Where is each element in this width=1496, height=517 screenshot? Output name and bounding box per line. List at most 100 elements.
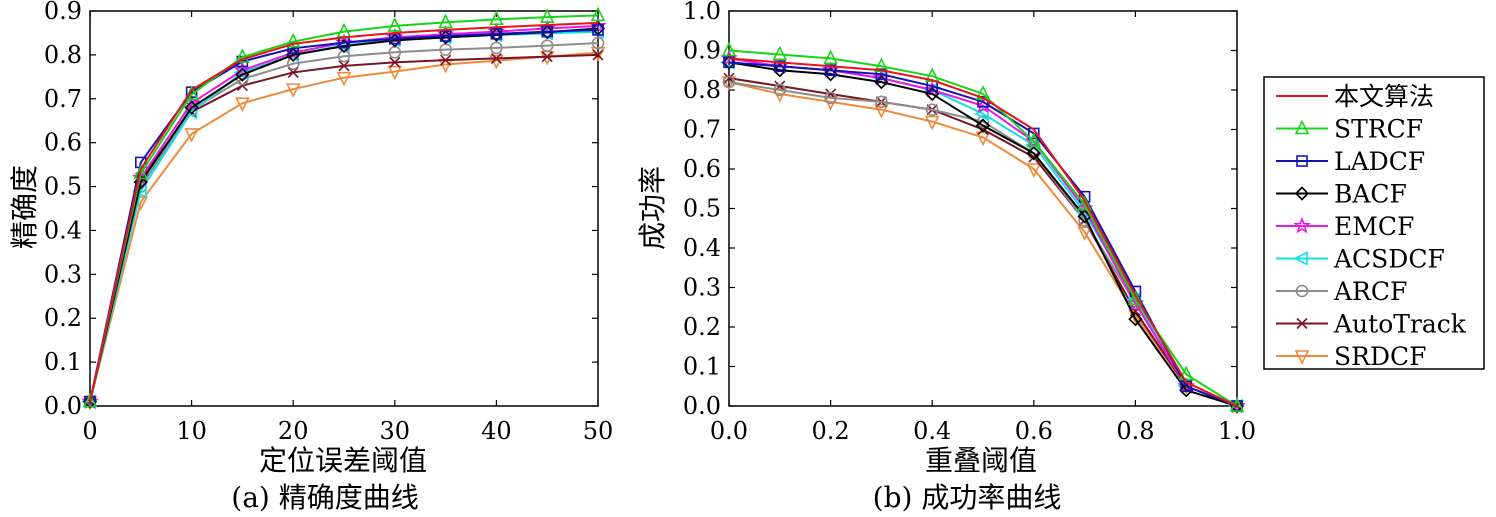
success-plot-ylabel: 成功率 bbox=[636, 166, 669, 250]
data-point-marker bbox=[82, 394, 98, 409]
series-line bbox=[728, 61, 1238, 407]
success-plot-ytick-label: 0.8 bbox=[683, 76, 721, 104]
data-point-marker bbox=[236, 80, 248, 92]
series-line bbox=[728, 81, 1238, 407]
data-point-marker bbox=[1128, 290, 1143, 306]
data-point-marker bbox=[590, 6, 606, 22]
data-point-marker bbox=[233, 61, 252, 78]
data-point-marker bbox=[235, 67, 250, 82]
success-plot-xtick-label: 0.0 bbox=[710, 417, 748, 445]
data-point-marker bbox=[285, 83, 301, 98]
data-point-marker bbox=[723, 56, 735, 69]
data-point-marker bbox=[235, 97, 250, 112]
series-line bbox=[728, 49, 1238, 407]
data-point-marker bbox=[387, 65, 403, 81]
legend-label: ACSDCF bbox=[1333, 245, 1445, 274]
precision-plot-series-ladcf bbox=[84, 24, 604, 408]
data-point-marker bbox=[438, 13, 453, 29]
data-point-marker bbox=[773, 83, 787, 97]
legend-label: 本文算法 bbox=[1334, 82, 1434, 111]
data-point-marker bbox=[184, 128, 199, 143]
precision-plot-ytick-label: 0.7 bbox=[44, 85, 82, 113]
data-point-marker bbox=[489, 10, 504, 26]
data-point-marker bbox=[336, 38, 352, 54]
precision-plot-series-autotrack bbox=[84, 49, 604, 408]
data-point-marker bbox=[1077, 209, 1092, 224]
success-plot-ytick-label: 1.0 bbox=[683, 0, 721, 25]
success-plot-ytick-label: 0.1 bbox=[683, 353, 721, 381]
precision-plot-xlabel: 定位误差阈值 bbox=[259, 444, 427, 477]
legend-marker bbox=[1294, 186, 1310, 201]
series-line bbox=[89, 53, 599, 402]
data-point-marker bbox=[285, 32, 301, 48]
series-line bbox=[728, 57, 1238, 407]
precision-plot-xtick-label: 30 bbox=[380, 417, 411, 445]
data-point-marker bbox=[1077, 226, 1092, 241]
data-point-marker bbox=[874, 103, 889, 119]
success-plot-xtick-label: 0.8 bbox=[1116, 417, 1154, 445]
precision-plot-ytick-label: 0.9 bbox=[44, 0, 82, 25]
legend-entry: ACSDCF bbox=[1276, 245, 1445, 274]
data-point-marker bbox=[490, 28, 503, 40]
success-plot-xtick-label: 0.2 bbox=[812, 417, 850, 445]
series-line bbox=[89, 42, 599, 402]
precision-plot-ytick-label: 0.1 bbox=[44, 348, 82, 376]
legend-entry: 本文算法 bbox=[1276, 82, 1434, 111]
success-plot-xlabel: 重叠阈值 bbox=[925, 444, 1037, 477]
precision-plot-xtick-label: 10 bbox=[176, 417, 207, 445]
precision-plot-axes-frame bbox=[89, 10, 599, 407]
legend-label: STRCF bbox=[1334, 115, 1423, 144]
data-point-marker bbox=[924, 115, 940, 131]
precision-plot-caption: (a) 精确度曲线 bbox=[231, 481, 418, 514]
success-plot-series-proposed bbox=[728, 57, 1238, 407]
data-point-marker bbox=[184, 100, 199, 115]
data-point-marker bbox=[590, 46, 606, 62]
data-point-marker bbox=[592, 49, 604, 61]
precision-plot-xtick-label: 50 bbox=[583, 417, 614, 445]
data-point-marker bbox=[133, 164, 149, 180]
series-line bbox=[89, 51, 599, 402]
legend-marker bbox=[1294, 350, 1310, 365]
legend-label: LADCF bbox=[1334, 147, 1425, 176]
data-point-marker bbox=[875, 95, 888, 109]
data-point-marker bbox=[1128, 311, 1143, 327]
data-point-marker bbox=[1028, 151, 1040, 163]
data-point-marker bbox=[387, 17, 403, 32]
legend-label: EMCF bbox=[1334, 212, 1414, 241]
data-point-marker bbox=[823, 49, 838, 65]
precision-plot-series-srdcf bbox=[82, 46, 606, 411]
data-point-marker bbox=[773, 60, 786, 73]
legend-label: BACF bbox=[1334, 180, 1407, 209]
legend-entry: LADCF bbox=[1276, 147, 1425, 176]
data-point-marker bbox=[974, 106, 989, 121]
data-point-marker bbox=[592, 24, 604, 36]
legend-label: AutoTrack bbox=[1333, 310, 1467, 339]
series-line bbox=[89, 14, 599, 402]
data-point-marker bbox=[824, 64, 837, 77]
data-point-marker bbox=[925, 86, 940, 102]
precision-plot-series-proposed bbox=[89, 21, 599, 402]
legend-entry: STRCF bbox=[1276, 115, 1423, 144]
success-plot-ytick-label: 0.6 bbox=[683, 155, 721, 183]
data-point-marker bbox=[925, 103, 939, 117]
precision-plot-series-arcf bbox=[83, 36, 605, 408]
data-point-marker bbox=[287, 66, 299, 79]
data-point-marker bbox=[336, 71, 352, 87]
data-point-marker bbox=[1026, 163, 1042, 178]
data-point-marker bbox=[591, 36, 605, 50]
series-line bbox=[89, 30, 599, 402]
success-plot-axes-frame bbox=[728, 10, 1238, 407]
data-point-marker bbox=[337, 49, 351, 63]
success-plot-ytick-label: 0.7 bbox=[683, 116, 721, 144]
data-point-marker bbox=[539, 8, 555, 23]
precision-plot: 定位误差阈值 精确度 (a) 精确度曲线 0 10 20 30 40 50 0.0 0.1 0.… bbox=[8, 0, 613, 514]
data-point-marker bbox=[1077, 195, 1092, 211]
legend-entry: EMCF bbox=[1276, 212, 1414, 241]
legend-marker bbox=[1293, 251, 1308, 266]
data-point-marker bbox=[721, 55, 737, 70]
data-point-marker bbox=[440, 54, 452, 66]
success-plot-ytick-label: 0.4 bbox=[683, 234, 721, 262]
legend: 本文算法 STRCF LADCF BACF EMCF ACSDCF ARCF AutoTrac… bbox=[1263, 76, 1485, 371]
success-plot-caption: (b) 成功率曲线 bbox=[873, 481, 1062, 514]
data-point-marker bbox=[723, 72, 735, 84]
